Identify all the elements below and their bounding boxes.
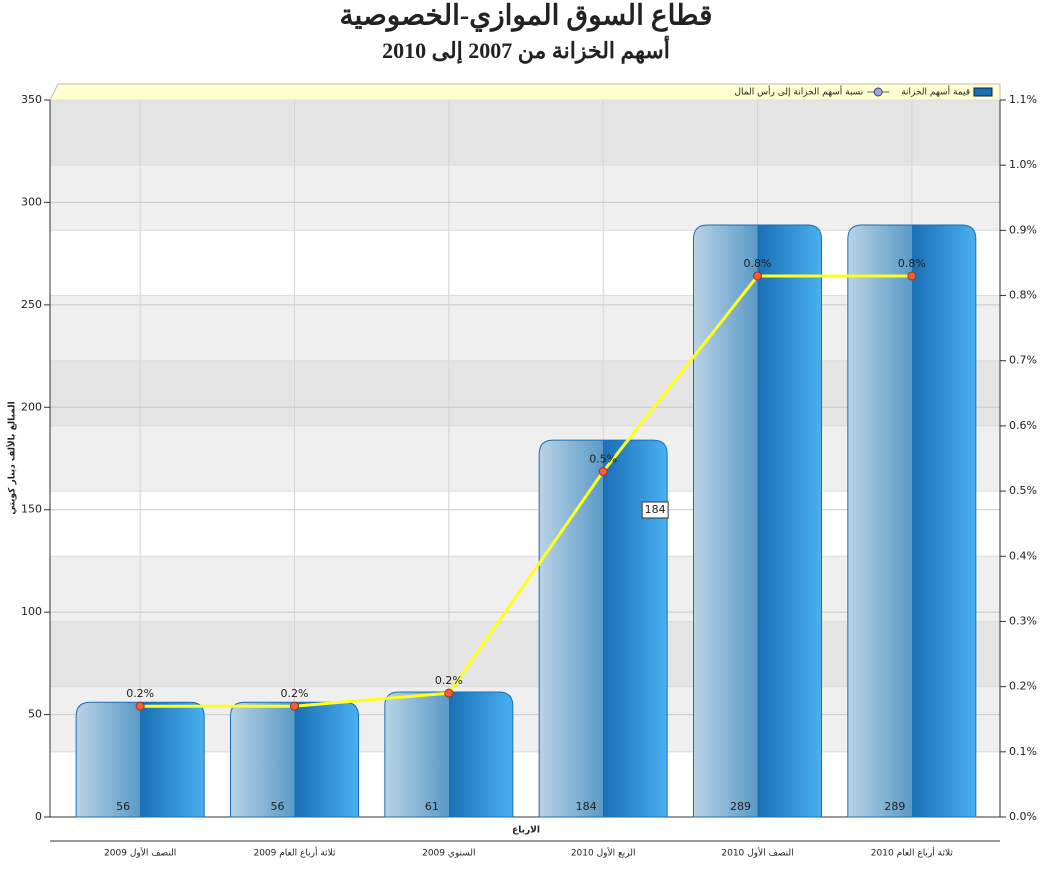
plot-band (50, 491, 1000, 557)
x-tick-label: النصف الأول 2009 (104, 847, 176, 859)
bar (538, 439, 668, 818)
x-tick-label: ثلاثة أرباع العام 2010 (871, 847, 954, 859)
y-tick-label: 350 (21, 93, 42, 106)
chart-title: قطاع السوق الموازي-الخصوصية (340, 0, 713, 32)
y2-tick-label: 0.1% (1009, 745, 1037, 758)
tooltip-text: 184 (645, 503, 666, 516)
chart-subtitle: أسهم الخزانة من 2007 إلى 2010 (382, 35, 670, 65)
plot-background (50, 100, 1000, 817)
point-label: 0.2% (126, 687, 154, 700)
x-tick-label: الربع الأول 2010 (571, 847, 636, 859)
plot-band (50, 230, 1000, 296)
y-tick-label: 200 (21, 400, 42, 413)
y-tick-label: 0 (35, 810, 42, 823)
y-tick-label: 150 (21, 503, 42, 516)
line-marker (907, 271, 917, 281)
line-marker (135, 701, 145, 711)
bar-value-label: 289 (884, 800, 905, 813)
line-marker (444, 688, 454, 698)
line-marker (598, 467, 608, 477)
y2-tick-label: 1.0% (1009, 158, 1037, 171)
legend-label: نسبة أسهم الخزانة إلى رأس المال (734, 86, 863, 98)
bar (693, 224, 822, 818)
x-tick-label: النصف الأول 2010 (721, 847, 793, 859)
x-axis-label: الارباع (512, 826, 540, 836)
bar (847, 224, 977, 818)
bar-value-label: 289 (730, 800, 751, 813)
y2-tick-label: 1.1% (1009, 93, 1037, 106)
bar-value-label: 56 (271, 800, 285, 813)
y-tick-label: 50 (28, 708, 42, 721)
bar-value-label: 56 (116, 800, 130, 813)
y-tick-label: 250 (21, 298, 42, 311)
y2-tick-label: 0.3% (1009, 614, 1037, 627)
point-label: 0.2% (435, 674, 463, 687)
plot-band (50, 751, 1000, 817)
y-axis-label: المبالغ بالألف دينار كويتي (6, 401, 18, 514)
line (140, 274, 912, 708)
plot-band (50, 360, 1000, 426)
point-label: 0.5% (589, 453, 617, 466)
y2-tick-label: 0.8% (1009, 289, 1037, 302)
bar (230, 701, 359, 818)
plot-band (50, 100, 1000, 166)
y2-tick-label: 0.5% (1009, 484, 1037, 497)
y2-tick-label: 0.0% (1009, 810, 1037, 823)
line-marker (290, 701, 299, 711)
legend-label: قيمة أسهم الخزانة (901, 86, 970, 98)
point-label: 0.8% (744, 257, 772, 270)
bar-value-label: 61 (425, 800, 439, 813)
y-tick-label: 100 (21, 605, 42, 618)
line-marker (753, 271, 762, 281)
y2-tick-label: 0.7% (1009, 354, 1037, 367)
x-tick-label: ثلاثة أرباع العام 2009 (253, 847, 336, 859)
legend-swatch (973, 87, 993, 97)
bar-value-label: 184 (576, 800, 597, 813)
bar (384, 691, 514, 818)
y2-tick-label: 0.6% (1009, 419, 1037, 432)
tooltip-box (641, 501, 669, 519)
bar (75, 701, 205, 818)
y-tick-label: 300 (21, 195, 42, 208)
x-tick-label: السنوي 2009 (422, 849, 475, 859)
point-label: 0.8% (898, 257, 926, 270)
y2-tick-label: 0.9% (1009, 223, 1037, 236)
plot-band (50, 621, 1000, 687)
point-label: 0.2% (281, 687, 309, 700)
y2-tick-label: 0.2% (1009, 680, 1037, 693)
legend-swatch (873, 87, 883, 97)
y2-tick-label: 0.4% (1009, 549, 1037, 562)
